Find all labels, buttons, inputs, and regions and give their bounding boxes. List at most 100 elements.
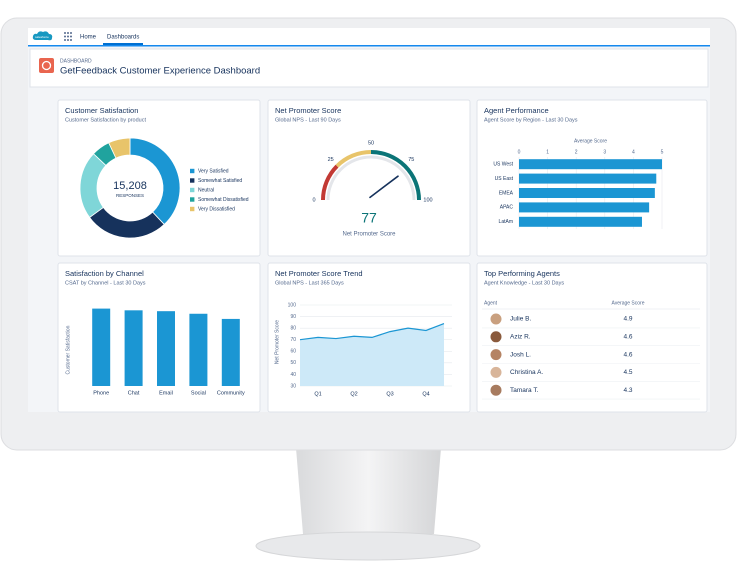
y-tick-label: LatAm	[499, 219, 513, 225]
bar	[519, 159, 662, 170]
y-axis-label: Customer Satisfaction	[65, 325, 71, 374]
dashboard-icon-glyph	[41, 60, 52, 71]
area-line	[299, 322, 445, 341]
y-tick-label: 30	[290, 383, 296, 389]
y-tick-label: US West	[493, 162, 513, 168]
agent-avatar	[489, 312, 503, 326]
table-header: Average Score	[612, 300, 645, 306]
gauge-needle	[369, 175, 399, 199]
y-tick-label: 50	[290, 360, 296, 366]
table-header: Agent	[484, 300, 498, 306]
header	[29, 48, 709, 88]
agent-avatar	[489, 330, 503, 344]
y-tick-label: 90	[290, 314, 296, 320]
legend-label: Very Satisfied	[198, 168, 229, 174]
agent-name: Josh L.	[510, 351, 531, 358]
nav-divider	[28, 45, 710, 47]
card	[267, 99, 471, 257]
agent-score: 4.5	[623, 369, 632, 376]
x-tick-label: Phone	[93, 390, 109, 396]
x-axis-label: Average Score	[574, 138, 607, 144]
app-launcher[interactable]	[64, 32, 72, 41]
bar	[519, 202, 650, 213]
bar	[92, 308, 111, 386]
nav-bar	[28, 28, 710, 45]
x-tick-label: Email	[159, 390, 173, 396]
monitor-neck	[296, 448, 441, 534]
donut-center-caption: RESPONSES	[116, 193, 144, 198]
x-tick-label: Q2	[350, 391, 357, 397]
legend-swatch	[190, 206, 195, 212]
logo-cloud	[32, 31, 53, 41]
legend-swatch	[190, 168, 195, 174]
dashboard-icon	[39, 58, 54, 73]
bar	[124, 310, 143, 386]
x-tick-label: 1	[546, 149, 549, 155]
gauge-band	[370, 150, 421, 201]
y-tick-label: 40	[290, 372, 296, 378]
card-subtitle: Agent Score by Region - Last 30 Days	[484, 117, 578, 123]
legend-swatch	[190, 187, 195, 193]
x-tick-label: Q3	[386, 391, 393, 397]
bar	[157, 311, 175, 386]
card-subtitle: Agent Knowledge - Last 30 Days	[484, 280, 564, 286]
legend-label: Very Dissatisfied	[198, 206, 235, 212]
gauge-tick-label: 0	[312, 197, 315, 203]
y-tick-label: EMEA	[499, 190, 514, 196]
x-tick-label: Social	[191, 390, 206, 396]
header-label: DASHBOARD	[60, 58, 92, 64]
donut-center-value: 15,208	[113, 180, 147, 192]
legend-label: Somewhat Dissatisfied	[198, 197, 249, 203]
agent-name: Julie B.	[510, 316, 532, 323]
agent-name: Christina A.	[510, 369, 543, 376]
card-title: Customer Satisfaction	[65, 106, 138, 115]
y-tick-label: 100	[288, 302, 297, 308]
gauge-label: Net Promoter Score	[342, 232, 396, 238]
y-tick-label: 60	[290, 349, 296, 355]
card-subtitle: Global NPS - Last 90 Days	[275, 117, 341, 123]
card-title: Satisfaction by Channel	[65, 269, 144, 278]
x-tick-label: 5	[661, 149, 664, 155]
card-title: Net Promoter Score Trend	[275, 269, 363, 278]
agent-avatar	[489, 365, 503, 379]
card	[476, 262, 708, 413]
y-tick-label: APAC	[500, 205, 514, 211]
y-tick-label: 70	[290, 337, 296, 343]
nav-item[interactable]: Home	[80, 35, 97, 41]
logo-text: salesforce	[35, 35, 49, 39]
card-subtitle: CSAT by Channel - Last 30 Days	[65, 280, 146, 286]
bar	[519, 188, 655, 198]
agent-score: 4.3	[623, 387, 632, 394]
card-subtitle: Customer Satisfaction by product	[65, 117, 146, 123]
legend-label: Somewhat Satisfied	[198, 178, 242, 184]
agent-score: 4.6	[623, 334, 632, 341]
bar	[519, 216, 642, 227]
x-tick-label: Q1	[314, 391, 321, 397]
monitor-base	[255, 531, 481, 561]
bar	[519, 173, 657, 184]
agent-name: Tamara T.	[510, 387, 539, 394]
legend-swatch	[190, 197, 195, 202]
agent-score: 4.9	[623, 316, 632, 323]
bar	[221, 318, 240, 386]
gauge-value: 77	[361, 210, 377, 226]
gauge-band	[321, 164, 339, 201]
agent-name: Aziz R.	[510, 334, 531, 341]
legend-label: Neutral	[198, 187, 214, 193]
agent-avatar	[489, 383, 503, 397]
gauge-tick-label: 50	[368, 140, 374, 146]
gauge-tick-label: 25	[328, 157, 334, 163]
gauge-tick-label: 75	[408, 157, 414, 163]
x-tick-label: 0	[518, 149, 521, 155]
card-subtitle: Global NPS - Last 365 Days	[275, 280, 344, 286]
card-title: Net Promoter Score	[275, 106, 341, 115]
bar	[189, 313, 208, 386]
x-tick-label: Community	[217, 390, 245, 396]
y-axis-label: Net Promoter Score	[274, 320, 280, 364]
nav-item-active[interactable]: Dashboards	[107, 35, 139, 41]
agent-avatar	[489, 348, 503, 362]
y-tick-label: US East	[495, 176, 514, 182]
header-title: GetFeedback Customer Experience Dashboar…	[60, 66, 260, 77]
